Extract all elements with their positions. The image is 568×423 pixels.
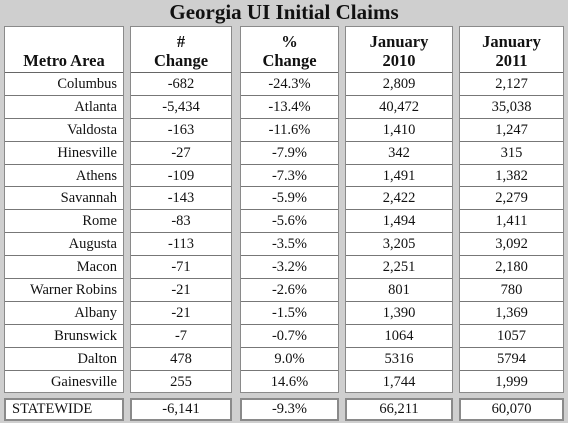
table-cell-jan2011: 1,411 xyxy=(460,210,563,234)
column-metro-area: Metro Area Columbus Atlanta Valdosta Hinesvi… xyxy=(4,26,124,393)
statewide-jan2010-cell: 66,211 xyxy=(345,398,453,421)
table-cell-pct: -24.3% xyxy=(241,73,338,96)
table-cell-jan2011: 315 xyxy=(460,142,563,165)
column-header-line: January xyxy=(482,32,541,51)
table-cell-jan2011: 2,127 xyxy=(460,73,563,96)
table-cell-change: -21 xyxy=(131,302,231,325)
table-title: Georgia UI Initial Claims xyxy=(169,0,399,24)
table-cell-change: -109 xyxy=(131,165,231,188)
column-header-jan2010: January 2010 xyxy=(346,27,452,73)
column-header-area: Metro Area xyxy=(5,27,123,73)
column-header-line xyxy=(62,32,66,51)
table-cell-area: Athens xyxy=(5,165,123,188)
table-cell-pct: -1.5% xyxy=(241,302,338,325)
table-cell-area: Macon xyxy=(5,256,123,280)
table-cell-area: Rome xyxy=(5,210,123,234)
table-cell-pct: -7.3% xyxy=(241,165,338,188)
table-cell-jan2011: 5794 xyxy=(460,348,563,371)
table-cell-change: -83 xyxy=(131,210,231,234)
column-january-2010: January 2010 2,809 40,472 1,410 342 1,491 2,422… xyxy=(345,26,453,393)
table-cell-jan2010: 1,390 xyxy=(346,302,452,325)
table-cell-change: -682 xyxy=(131,73,231,96)
statewide-percent-cell: -9.3% xyxy=(240,398,339,421)
table-cell-jan2011: 1,369 xyxy=(460,302,563,325)
table-cell-change: -163 xyxy=(131,119,231,142)
table-cell-area: Albany xyxy=(5,302,123,325)
table-cell-jan2010: 1,494 xyxy=(346,210,452,234)
column-header-line: January xyxy=(369,32,429,51)
column-january-2011: January 2011 2,127 35,038 1,247 315 1,382 2,279… xyxy=(459,26,564,393)
table-cell-jan2010: 2,809 xyxy=(346,73,452,96)
column-header-jan2011: January 2011 xyxy=(460,27,563,73)
table-cell-change: 255 xyxy=(170,373,192,390)
table-cell-change: -27 xyxy=(131,142,231,165)
table-cell-jan2011: 35,038 xyxy=(460,96,563,119)
table-cell-jan2011: 1,999 xyxy=(495,373,528,390)
table-cell-change: -71 xyxy=(131,256,231,280)
table-cell-area: Warner Robins xyxy=(5,279,123,302)
table-cell-jan2011: 2,279 xyxy=(460,187,563,211)
column-header-line: Change xyxy=(262,51,317,70)
table-cell-pct: -11.6% xyxy=(241,119,338,142)
table-cell-jan2011: 3,092 xyxy=(460,233,563,257)
table-cell-area: Augusta xyxy=(5,233,123,257)
table-cell-jan2011: 1,247 xyxy=(460,119,563,142)
table-cell-change: 478 xyxy=(131,348,231,371)
table-cell-area: Gainesville xyxy=(50,373,117,390)
column-header-line: % xyxy=(281,32,298,51)
column-header-pct: % Change xyxy=(241,27,338,73)
statewide-change-cell: -6,141 xyxy=(130,398,232,421)
table-cell-pct: -3.2% xyxy=(241,256,338,280)
column-header-line: Change xyxy=(153,51,209,70)
table-cell-area: Savannah xyxy=(5,187,123,211)
table-cell-change: -7 xyxy=(131,325,231,348)
table-cell-pct: -3.5% xyxy=(241,233,338,257)
table-cell-pct: -7.9% xyxy=(241,142,338,165)
table-cell-pct: -5.9% xyxy=(241,187,338,211)
table-cell-jan2010: 801 xyxy=(346,279,452,302)
table-cell-area: Valdosta xyxy=(5,119,123,142)
table-cell-jan2010: 5316 xyxy=(346,348,452,371)
table-cell-jan2011: 2,180 xyxy=(460,256,563,280)
table-cell-jan2010: 3,205 xyxy=(346,233,452,257)
table-cell-jan2010: 1,410 xyxy=(346,119,452,142)
table-cell-pct: -0.7% xyxy=(241,325,338,348)
column-header-line: Metro Area xyxy=(23,51,105,70)
column-header-line: # xyxy=(176,32,186,51)
table-cell-jan2010: 2,251 xyxy=(346,256,452,280)
table-cell-jan2010: 1,491 xyxy=(346,165,452,188)
table-cell-area: Atlanta xyxy=(5,96,123,119)
table-cell-jan2010: 1064 xyxy=(346,325,452,348)
table-cell-jan2010: 2,422 xyxy=(346,187,452,211)
table-cell-jan2010: 342 xyxy=(346,142,452,165)
table-cell-change: -5,434 xyxy=(131,96,231,119)
table-cell-area: Brunswick xyxy=(5,325,123,348)
table-cell-pct: -2.6% xyxy=(241,279,338,302)
table-cell-change: -21 xyxy=(131,279,231,302)
table-cell-pct: -5.6% xyxy=(241,210,338,234)
table-cell-pct: 9.0% xyxy=(241,348,338,371)
statewide-jan2011-cell: 60,070 xyxy=(459,398,564,421)
table-cell-jan2011: 1,382 xyxy=(460,165,563,188)
table-cell-jan2011: 1057 xyxy=(460,325,563,348)
table-cell-pct: 14.6% xyxy=(270,373,309,390)
table-cell-area: Hinesville xyxy=(5,142,123,165)
column-header-line: 2010 xyxy=(382,51,416,70)
column-header-change: # Change xyxy=(131,27,231,73)
column-percent-change: % Change -24.3% -13.4% -11.6% -7.9% -7.3% -5.9%… xyxy=(240,26,339,393)
table-cell-area: Columbus xyxy=(5,73,123,96)
table-cell-jan2010: 40,472 xyxy=(346,96,452,119)
table-cell-change: -143 xyxy=(131,187,231,211)
column-number-change: # Change -682 -5,434 -163 -27 -109 -143 -83 -113-… xyxy=(130,26,232,393)
table-cell-change: -113 xyxy=(131,233,231,257)
table-cell-jan2010: 1,744 xyxy=(382,373,416,390)
table-cell-area: Dalton xyxy=(5,348,123,371)
statewide-area-cell: STATEWIDE xyxy=(4,398,124,421)
table-cell-jan2011: 780 xyxy=(460,279,563,302)
column-header-line: 2011 xyxy=(495,51,528,70)
table-cell-pct: -13.4% xyxy=(241,96,338,119)
